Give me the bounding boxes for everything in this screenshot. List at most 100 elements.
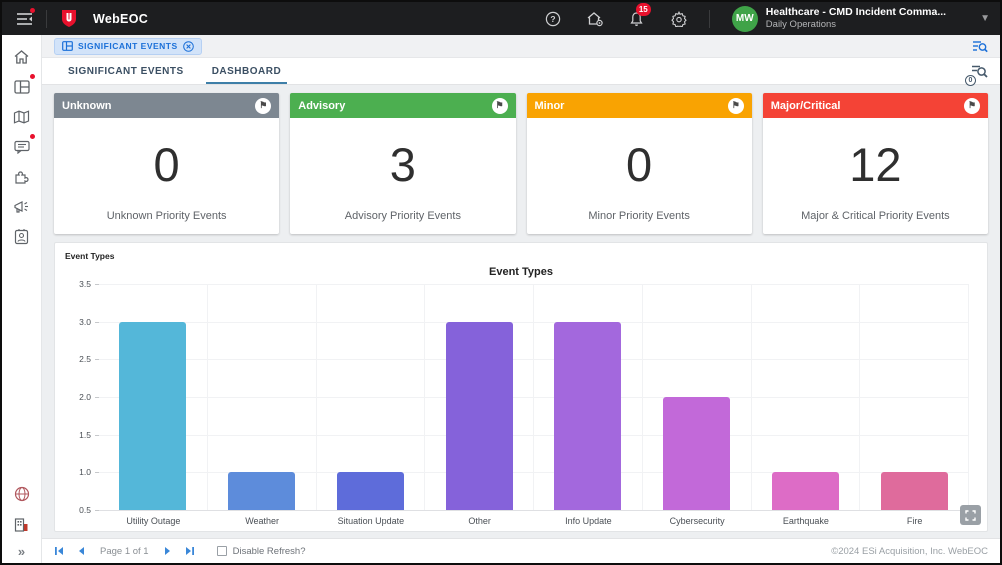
y-axis-tick-label: 2.0 bbox=[79, 392, 91, 402]
bar-info-update[interactable] bbox=[554, 321, 622, 510]
y-axis-tick-label: 1.0 bbox=[79, 467, 91, 478]
y-axis-tick-mark bbox=[95, 510, 99, 511]
collapse-menu-icon[interactable] bbox=[12, 7, 36, 31]
user-avatar[interactable]: MW bbox=[731, 5, 758, 32]
contacts-icon[interactable] bbox=[8, 223, 36, 251]
flag-icon[interactable]: ⚑ bbox=[491, 97, 508, 114]
view-tabs: SIGNIFICANT EVENTS DASHBOARD 0 bbox=[42, 58, 1000, 86]
x-axis-tick-label: Other bbox=[468, 516, 491, 526]
filter-search-icon bbox=[972, 65, 988, 78]
dashboard-content: Unknown ⚑ 0 Unknown Priority Events Advi… bbox=[42, 85, 1000, 538]
account-chevron-down-icon: ▼ bbox=[980, 13, 990, 24]
flag-icon[interactable]: ⚑ bbox=[964, 97, 980, 114]
pagination-bar: Page 1 of 1 Disable Refresh? ©2024 ESi A… bbox=[42, 538, 1000, 563]
gridline bbox=[99, 472, 969, 474]
flag-icon[interactable]: ⚑ bbox=[255, 97, 272, 114]
bar-earthquake[interactable] bbox=[771, 472, 839, 510]
y-axis-tick-label: 2.5 bbox=[79, 354, 91, 365]
x-axis-tick-label: Cybersecurity bbox=[669, 516, 725, 526]
flag-icon[interactable]: ⚑ bbox=[727, 97, 744, 114]
x-axis-tick-label: Weather bbox=[245, 516, 280, 526]
svg-text:?: ? bbox=[550, 14, 555, 24]
board-icon bbox=[62, 41, 73, 51]
expand-chevrons-icon[interactable]: » bbox=[17, 544, 26, 559]
app-title: WebEOC bbox=[93, 11, 149, 26]
bar-cybersecurity[interactable] bbox=[663, 397, 731, 510]
bar-situation-update[interactable] bbox=[336, 472, 404, 510]
card-unknown: Unknown ⚑ 0 Unknown Priority Events bbox=[54, 93, 280, 234]
settings-gear-icon[interactable] bbox=[667, 7, 691, 31]
messages-alert-dot bbox=[29, 134, 35, 139]
chart-column bbox=[317, 284, 426, 510]
organization-icon[interactable] bbox=[8, 510, 36, 538]
chip-close-icon[interactable] bbox=[182, 40, 194, 52]
map-icon[interactable] bbox=[8, 103, 36, 131]
y-axis-tick-mark bbox=[95, 321, 99, 323]
card-label: Major & Critical Priority Events bbox=[801, 210, 950, 222]
filter-count-badge: 0 bbox=[965, 75, 976, 86]
boards-icon[interactable] bbox=[8, 73, 36, 101]
x-axis-tick-label: Info Update bbox=[565, 516, 612, 526]
chart-plot bbox=[95, 284, 969, 511]
disable-refresh-control[interactable]: Disable Refresh? bbox=[216, 545, 306, 557]
card-title: Advisory bbox=[298, 99, 346, 112]
card-value: 12 bbox=[849, 137, 902, 191]
significant-events-chip[interactable]: SIGNIFICANT EVENTS bbox=[54, 37, 202, 55]
webeoc-logo[interactable] bbox=[57, 7, 81, 31]
event-types-panel: Event Types Event Types Utility Outage We… bbox=[54, 242, 988, 532]
notification-count-badge: 15 bbox=[635, 2, 651, 16]
tab-dashboard[interactable]: DASHBOARD bbox=[198, 58, 296, 84]
card-title: Unknown bbox=[62, 99, 112, 112]
globe-icon[interactable] bbox=[8, 480, 36, 508]
y-axis-tick-mark bbox=[95, 284, 99, 285]
first-page-icon[interactable] bbox=[54, 546, 64, 556]
chart-column bbox=[643, 284, 752, 510]
card-advisory: Advisory ⚑ 3 Advisory Priority Events bbox=[290, 93, 516, 234]
card-value: 0 bbox=[153, 137, 180, 191]
board-search-icon[interactable] bbox=[972, 40, 988, 53]
last-page-icon[interactable] bbox=[185, 546, 195, 556]
chart-x-labels: Utility Outage Weather Situation Update Oth… bbox=[99, 513, 969, 527]
home-settings-icon[interactable] bbox=[583, 7, 607, 31]
card-value: 0 bbox=[626, 137, 653, 191]
disable-refresh-label: Disable Refresh? bbox=[232, 545, 306, 557]
chart-column bbox=[425, 284, 534, 510]
bar-weather[interactable] bbox=[228, 472, 296, 510]
filter-search-button[interactable]: 0 bbox=[965, 58, 988, 86]
chip-label: SIGNIFICANT EVENTS bbox=[78, 41, 178, 51]
announcements-icon[interactable] bbox=[8, 193, 36, 221]
event-types-chart: Utility Outage Weather Situation Update Oth… bbox=[65, 279, 977, 527]
page-indicator: Page 1 of 1 bbox=[100, 545, 149, 557]
card-title: Major/Critical bbox=[770, 99, 841, 112]
bar-other[interactable] bbox=[445, 321, 513, 510]
y-axis-tick-mark bbox=[95, 397, 99, 398]
chart-column bbox=[860, 284, 969, 510]
gridline bbox=[99, 434, 969, 436]
y-axis-tick-label: 3.5 bbox=[79, 279, 91, 289]
gridline bbox=[99, 359, 969, 361]
plugins-icon[interactable] bbox=[8, 163, 36, 191]
messages-icon[interactable] bbox=[8, 133, 36, 161]
card-label: Unknown Priority Events bbox=[106, 210, 227, 222]
bar-utility-outage[interactable] bbox=[119, 321, 187, 510]
x-axis-tick-label: Situation Update bbox=[337, 516, 405, 526]
disable-refresh-checkbox[interactable] bbox=[216, 546, 227, 556]
topbar-divider-2 bbox=[708, 9, 710, 28]
left-sidebar: » bbox=[2, 35, 42, 563]
y-axis-tick-mark bbox=[95, 359, 99, 361]
top-bar: WebEOC ? 15 MW Healthcare - CMD Incident… bbox=[2, 2, 1000, 35]
tab-significant-events[interactable]: SIGNIFICANT EVENTS bbox=[68, 65, 184, 77]
copyright-text: ©2024 ESi Acquisition, Inc. WebEOC bbox=[831, 545, 988, 557]
chart-column bbox=[752, 284, 861, 510]
y-axis-tick-mark bbox=[95, 434, 99, 436]
bar-fire[interactable] bbox=[880, 472, 948, 510]
notifications-bell-icon[interactable]: 15 bbox=[625, 2, 651, 31]
next-page-icon[interactable] bbox=[164, 546, 172, 556]
open-boards-bar: SIGNIFICANT EVENTS bbox=[42, 35, 1000, 58]
y-axis-tick-label: 1.5 bbox=[79, 429, 91, 440]
account-menu[interactable]: MW Healthcare - CMD Incident Comma... Da… bbox=[731, 5, 990, 32]
fullscreen-icon[interactable] bbox=[960, 505, 981, 525]
help-icon[interactable]: ? bbox=[541, 7, 565, 31]
home-icon[interactable] bbox=[8, 43, 36, 71]
previous-page-icon[interactable] bbox=[77, 546, 85, 556]
